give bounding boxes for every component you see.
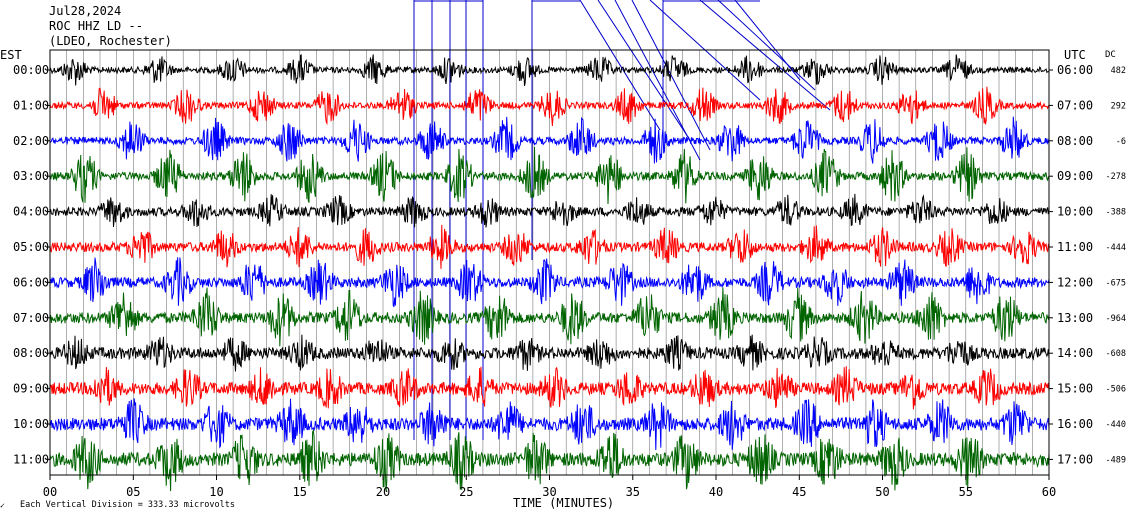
- trace-row-0: [49, 54, 1050, 87]
- traces: [49, 54, 1050, 492]
- x-tick-35: 35: [626, 485, 640, 499]
- header-date: Jul28,2024: [49, 4, 122, 18]
- scale-note: Each Vertical Division = 333.33 microvol…: [20, 500, 235, 510]
- dc-value-4: -388: [1106, 208, 1126, 218]
- est-tick-8: 08:00: [13, 346, 49, 360]
- utc-tick-0: 06:00: [1057, 63, 1093, 77]
- dc-value-11: -489: [1106, 455, 1126, 465]
- trace-row-4: [49, 193, 1050, 228]
- dc-value-7: -964: [1106, 314, 1126, 324]
- header-network: (LDEO, Rochester): [49, 34, 172, 48]
- trace-row-7: [49, 287, 1050, 347]
- dc-value-6: -675: [1106, 278, 1126, 288]
- dc-value-0: 482: [1111, 66, 1126, 76]
- x-tick-20: 20: [376, 485, 390, 499]
- est-axis-label: EST: [0, 48, 22, 62]
- utc-tick-7: 13:00: [1057, 311, 1093, 325]
- utc-tick-2: 08:00: [1057, 134, 1093, 148]
- dc-axis-label: DC: [1105, 50, 1116, 60]
- est-tick-4: 04:00: [13, 205, 49, 219]
- est-tick-5: 05:00: [13, 240, 49, 254]
- trace-row-1: [49, 86, 1050, 127]
- event-markers: [413, 0, 831, 440]
- utc-tick-11: 17:00: [1057, 452, 1093, 466]
- utc-tick-3: 09:00: [1057, 169, 1093, 183]
- utc-tick-9: 15:00: [1057, 382, 1093, 396]
- x-tick-10: 10: [209, 485, 223, 499]
- trace-row-2: [49, 116, 1050, 164]
- est-tick-10: 10:00: [13, 417, 49, 431]
- utc-tick-1: 07:00: [1057, 98, 1093, 112]
- trace-row-5: [49, 224, 1050, 269]
- x-tick-40: 40: [709, 485, 723, 499]
- trace-row-3: [49, 146, 1050, 205]
- utc-tick-10: 16:00: [1057, 417, 1093, 431]
- utc-tick-4: 10:00: [1057, 205, 1093, 219]
- scale-logo: ✓: [0, 501, 5, 510]
- est-tick-7: 07:00: [13, 311, 49, 325]
- dc-value-9: -506: [1106, 385, 1126, 395]
- utc-axis-label: UTC: [1064, 48, 1086, 62]
- est-tick-6: 06:00: [13, 275, 49, 289]
- header-station: ROC HHZ LD --: [49, 19, 143, 33]
- dc-value-2: -6: [1116, 137, 1126, 147]
- est-tick-0: 00:00: [13, 63, 49, 77]
- dc-value-8: -608: [1106, 349, 1126, 359]
- est-tick-1: 01:00: [13, 98, 49, 112]
- dc-value-1: 292: [1111, 101, 1126, 111]
- marker-slant-2: [614, 0, 701, 161]
- marker-slant-5: [699, 0, 831, 111]
- x-tick-15: 15: [293, 485, 307, 499]
- axis-labels: 00:00 06:00 482 01:00 07:00 292 02:00 08:00 -6 03…: [13, 63, 1126, 499]
- marker-slant-6: [717, 0, 816, 91]
- x-tick-60: 60: [1042, 485, 1056, 499]
- dc-value-10: -440: [1106, 420, 1126, 430]
- x-tick-00: 00: [43, 485, 57, 499]
- x-tick-50: 50: [875, 485, 889, 499]
- dc-value-5: -444: [1106, 243, 1126, 253]
- trace-row-6: [49, 257, 1050, 308]
- utc-tick-8: 14:00: [1057, 346, 1093, 360]
- trace-row-9: [49, 366, 1050, 410]
- marker-slant-0: [579, 0, 661, 131]
- utc-tick-5: 11:00: [1057, 240, 1093, 254]
- dc-value-3: -278: [1106, 172, 1126, 182]
- x-tick-55: 55: [959, 485, 973, 499]
- est-tick-11: 11:00: [13, 452, 49, 466]
- trace-row-11: [49, 429, 1050, 492]
- x-tick-25: 25: [459, 485, 473, 499]
- utc-tick-6: 12:00: [1057, 275, 1093, 289]
- marker-slant-7: [734, 0, 801, 81]
- est-tick-9: 09:00: [13, 382, 49, 396]
- trace-row-10: [49, 398, 1050, 451]
- x-tick-45: 45: [792, 485, 806, 499]
- est-tick-2: 02:00: [13, 134, 49, 148]
- trace-row-8: [49, 334, 1050, 372]
- x-axis-label: TIME (MINUTES): [513, 496, 614, 510]
- x-tick-05: 05: [126, 485, 140, 499]
- x-tick-30: 30: [542, 485, 556, 499]
- est-tick-3: 03:00: [13, 169, 49, 183]
